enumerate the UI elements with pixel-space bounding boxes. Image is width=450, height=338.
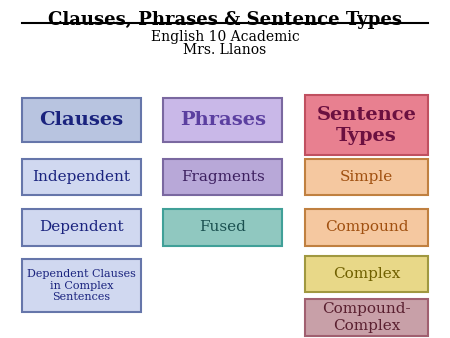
Text: Dependent Clauses
in Complex
Sentences: Dependent Clauses in Complex Sentences [27, 269, 136, 302]
FancyBboxPatch shape [163, 98, 283, 142]
FancyBboxPatch shape [22, 159, 141, 195]
FancyBboxPatch shape [163, 209, 283, 245]
Text: Fragments: Fragments [181, 170, 265, 184]
Text: Phrases: Phrases [180, 111, 266, 129]
Text: Fused: Fused [199, 220, 246, 234]
FancyBboxPatch shape [305, 95, 428, 155]
Text: Clauses, Phrases & Sentence Types: Clauses, Phrases & Sentence Types [48, 11, 402, 29]
FancyBboxPatch shape [22, 98, 141, 142]
Text: Sentence
Types: Sentence Types [316, 106, 416, 145]
Text: Clauses: Clauses [39, 111, 123, 129]
Text: Compound: Compound [325, 220, 408, 234]
FancyBboxPatch shape [22, 259, 141, 312]
Text: Independent: Independent [32, 170, 130, 184]
FancyBboxPatch shape [163, 159, 283, 195]
Text: English 10 Academic: English 10 Academic [151, 30, 299, 44]
FancyBboxPatch shape [305, 256, 428, 292]
Text: Simple: Simple [340, 170, 393, 184]
Text: Mrs. Llanos: Mrs. Llanos [183, 43, 266, 57]
FancyBboxPatch shape [305, 209, 428, 245]
FancyBboxPatch shape [305, 299, 428, 336]
Text: Dependent: Dependent [39, 220, 124, 234]
Text: Compound-
Complex: Compound- Complex [322, 302, 411, 333]
Text: Complex: Complex [333, 267, 400, 281]
FancyBboxPatch shape [305, 159, 428, 195]
FancyBboxPatch shape [22, 209, 141, 245]
